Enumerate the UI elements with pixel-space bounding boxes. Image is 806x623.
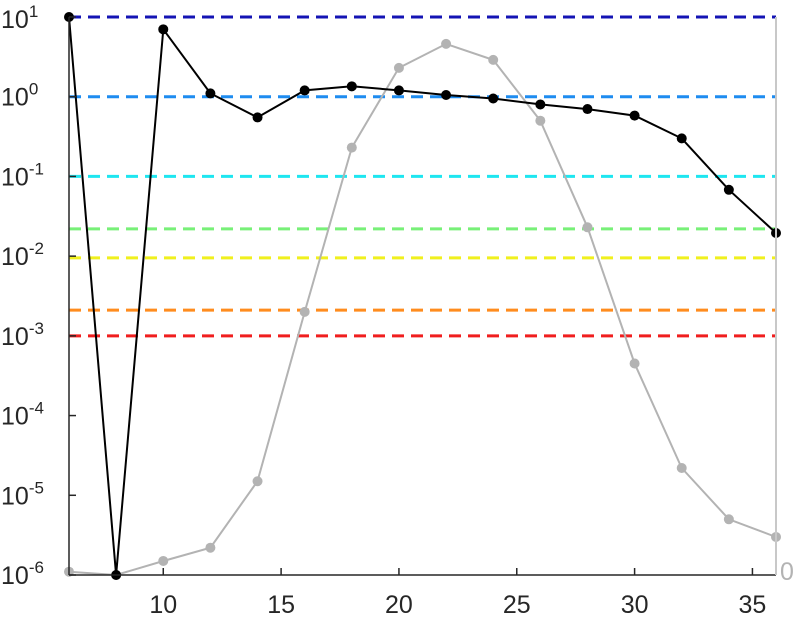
y-tick-label: 101 bbox=[1, 2, 38, 34]
reference-lines bbox=[69, 15, 776, 338]
x-tick-label: 20 bbox=[385, 591, 413, 619]
data-point bbox=[158, 555, 169, 566]
data-point bbox=[582, 104, 593, 115]
data-point bbox=[441, 38, 452, 49]
data-point bbox=[205, 88, 216, 99]
axes-layer bbox=[68, 17, 777, 576]
data-point bbox=[676, 462, 687, 473]
data-point bbox=[252, 112, 263, 123]
tick-layer: 10 15 20 25 30 35 10-6 10-5 10-4 10-3 10-2 10-1 100 1… bbox=[1, 2, 766, 619]
y-tick-label: 10-2 bbox=[1, 239, 44, 271]
y-tick-label: 10-1 bbox=[1, 159, 44, 191]
x-tick-label: 10 bbox=[149, 591, 177, 619]
y-tick-label: 10-5 bbox=[1, 478, 44, 510]
x-tick-label: 30 bbox=[621, 591, 649, 619]
x-tick-label: 25 bbox=[503, 591, 531, 619]
y-tick-label: 10-4 bbox=[1, 399, 44, 431]
data-point bbox=[346, 81, 357, 92]
x-tick-label: 35 bbox=[739, 591, 767, 619]
data-point bbox=[299, 306, 310, 317]
series-layer bbox=[64, 12, 781, 580]
series-0 bbox=[64, 12, 781, 580]
right-axis-label: 0 bbox=[780, 558, 794, 586]
data-point bbox=[441, 90, 452, 101]
series-line-0 bbox=[68, 16, 777, 576]
y-tick-label: 10-3 bbox=[1, 319, 44, 351]
data-point bbox=[488, 54, 499, 65]
data-point bbox=[629, 110, 640, 121]
y-tick-label: 10-6 bbox=[1, 558, 44, 590]
data-point bbox=[346, 142, 357, 153]
y-tick-label: 100 bbox=[1, 80, 38, 112]
data-point bbox=[535, 99, 546, 110]
data-point bbox=[299, 85, 310, 96]
data-point bbox=[205, 542, 216, 553]
data-point bbox=[582, 222, 593, 233]
data-point bbox=[629, 358, 640, 369]
data-point bbox=[252, 476, 263, 487]
data-point bbox=[393, 62, 404, 73]
data-point bbox=[158, 24, 169, 35]
data-point bbox=[535, 115, 546, 126]
data-point bbox=[723, 184, 734, 195]
data-point bbox=[676, 133, 687, 144]
data-point bbox=[393, 85, 404, 96]
x-tick-label: 15 bbox=[267, 591, 295, 619]
data-point bbox=[488, 93, 499, 104]
series-line-1 bbox=[68, 42, 777, 577]
data-point bbox=[723, 514, 734, 525]
